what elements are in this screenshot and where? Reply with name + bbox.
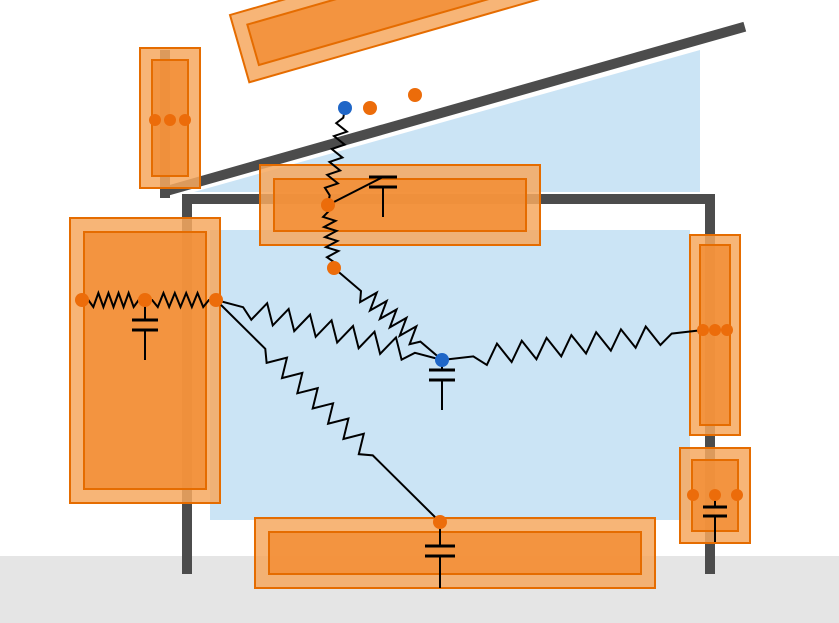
left-wall-panel-inner: [84, 232, 206, 489]
node-attic-air: [338, 101, 352, 115]
node-chimney-l: [149, 114, 161, 126]
left-wall-panel: [70, 218, 220, 503]
node-roof-mid: [408, 88, 422, 102]
node-rwall-up-l: [697, 324, 709, 336]
ceiling-panel-inner: [274, 179, 526, 231]
node-rwall-lo-l: [687, 489, 699, 501]
node-rwall-up-m: [709, 324, 721, 336]
node-rwall-lo-m: [709, 489, 721, 501]
ceiling-panel: [260, 165, 540, 245]
node-floor-node: [433, 515, 447, 529]
floor-panel: [255, 518, 655, 588]
node-rwall-up-r: [721, 324, 733, 336]
node-rwall-lo-r: [731, 489, 743, 501]
node-room-air: [435, 353, 449, 367]
node-chimney-r: [179, 114, 191, 126]
thermal-rc-diagram: [0, 0, 839, 623]
node-chimney-m: [164, 114, 176, 126]
node-left-ext: [75, 293, 89, 307]
node-room-top: [327, 261, 341, 275]
node-left-mid: [138, 293, 152, 307]
node-roof-mid-2: [363, 101, 377, 115]
floor-panel-inner: [269, 532, 641, 574]
node-left-in: [209, 293, 223, 307]
node-ceiling-node: [321, 198, 335, 212]
